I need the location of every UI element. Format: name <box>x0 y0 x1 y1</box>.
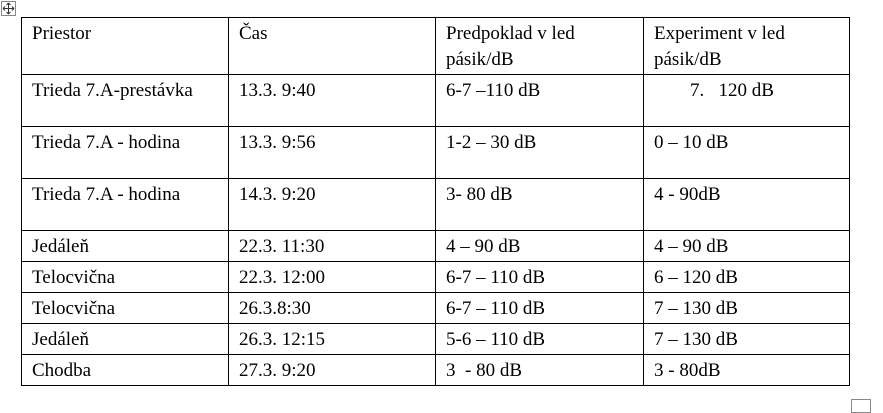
table-row: Jedáleň 22.3. 11:30 4 – 90 dB 4 – 90 dB <box>21 230 850 262</box>
cell: 6-7 –110 dB <box>435 74 644 127</box>
cell: 0 – 10 dB <box>643 126 850 179</box>
cell: 6 – 120 dB <box>643 261 850 293</box>
cell: Chodba <box>21 354 229 386</box>
cell: 4 - 90dB <box>643 178 850 231</box>
data-table: Priestor Čas Predpoklad v led pásik/dB Expe… <box>21 17 850 386</box>
table-resize-handle[interactable] <box>851 399 871 413</box>
cell: 3- 80 dB <box>435 178 644 231</box>
header-cell: Predpoklad v led pásik/dB <box>435 17 644 75</box>
table-row: Telocvična 26.3.8:30 6-7 – 110 dB 7 – 130 d… <box>21 292 850 324</box>
cell: 14.3. 9:20 <box>228 178 436 231</box>
cell: 22.3. 11:30 <box>228 230 436 262</box>
cell: Trieda 7.A - hodina <box>21 178 229 231</box>
cell: Jedáleň <box>21 230 229 262</box>
cell: 26.3. 12:15 <box>228 323 436 355</box>
cell: 3 - 80 dB <box>435 354 644 386</box>
cell: 7. 120 dB <box>643 74 850 127</box>
header-cell: Priestor <box>21 17 229 75</box>
cell: 4 – 90 dB <box>435 230 644 262</box>
cell: Telocvična <box>21 292 229 324</box>
cell: 27.3. 9:20 <box>228 354 436 386</box>
table-row: Trieda 7.A - hodina 13.3. 9:56 1-2 – 30 dB… <box>21 126 850 179</box>
header-cell: Experiment v led pásik/dB <box>643 17 850 75</box>
cell: 7 – 130 dB <box>643 323 850 355</box>
cell: Telocvična <box>21 261 229 293</box>
cell: 3 - 80dB <box>643 354 850 386</box>
cell: 1-2 – 30 dB <box>435 126 644 179</box>
cell: 6-7 – 110 dB <box>435 292 644 324</box>
cell: 7 – 130 dB <box>643 292 850 324</box>
table-row: Trieda 7.A-prestávka 13.3. 9:40 6-7 –110 d… <box>21 74 850 127</box>
table-row: Trieda 7.A - hodina 14.3. 9:20 3- 80 dB 4 -… <box>21 178 850 231</box>
table-row: Jedáleň 26.3. 12:15 5-6 – 110 dB 7 – 130 dB <box>21 323 850 355</box>
cell: 13.3. 9:40 <box>228 74 436 127</box>
header-row: Priestor Čas Predpoklad v led pásik/dB Expe… <box>21 17 850 75</box>
table-move-handle[interactable] <box>1 1 16 16</box>
table-row: Telocvična 22.3. 12:00 6-7 – 110 dB 6 – 120… <box>21 261 850 293</box>
cell: Trieda 7.A - hodina <box>21 126 229 179</box>
cell: 4 – 90 dB <box>643 230 850 262</box>
table-row: Chodba 27.3. 9:20 3 - 80 dB 3 - 80dB <box>21 354 850 386</box>
cell: 13.3. 9:56 <box>228 126 436 179</box>
cell: 5-6 – 110 dB <box>435 323 644 355</box>
cell: Jedáleň <box>21 323 229 355</box>
cell: 6-7 – 110 dB <box>435 261 644 293</box>
cell: 22.3. 12:00 <box>228 261 436 293</box>
cell: 26.3.8:30 <box>228 292 436 324</box>
cell: Trieda 7.A-prestávka <box>21 74 229 127</box>
header-cell: Čas <box>228 17 436 75</box>
